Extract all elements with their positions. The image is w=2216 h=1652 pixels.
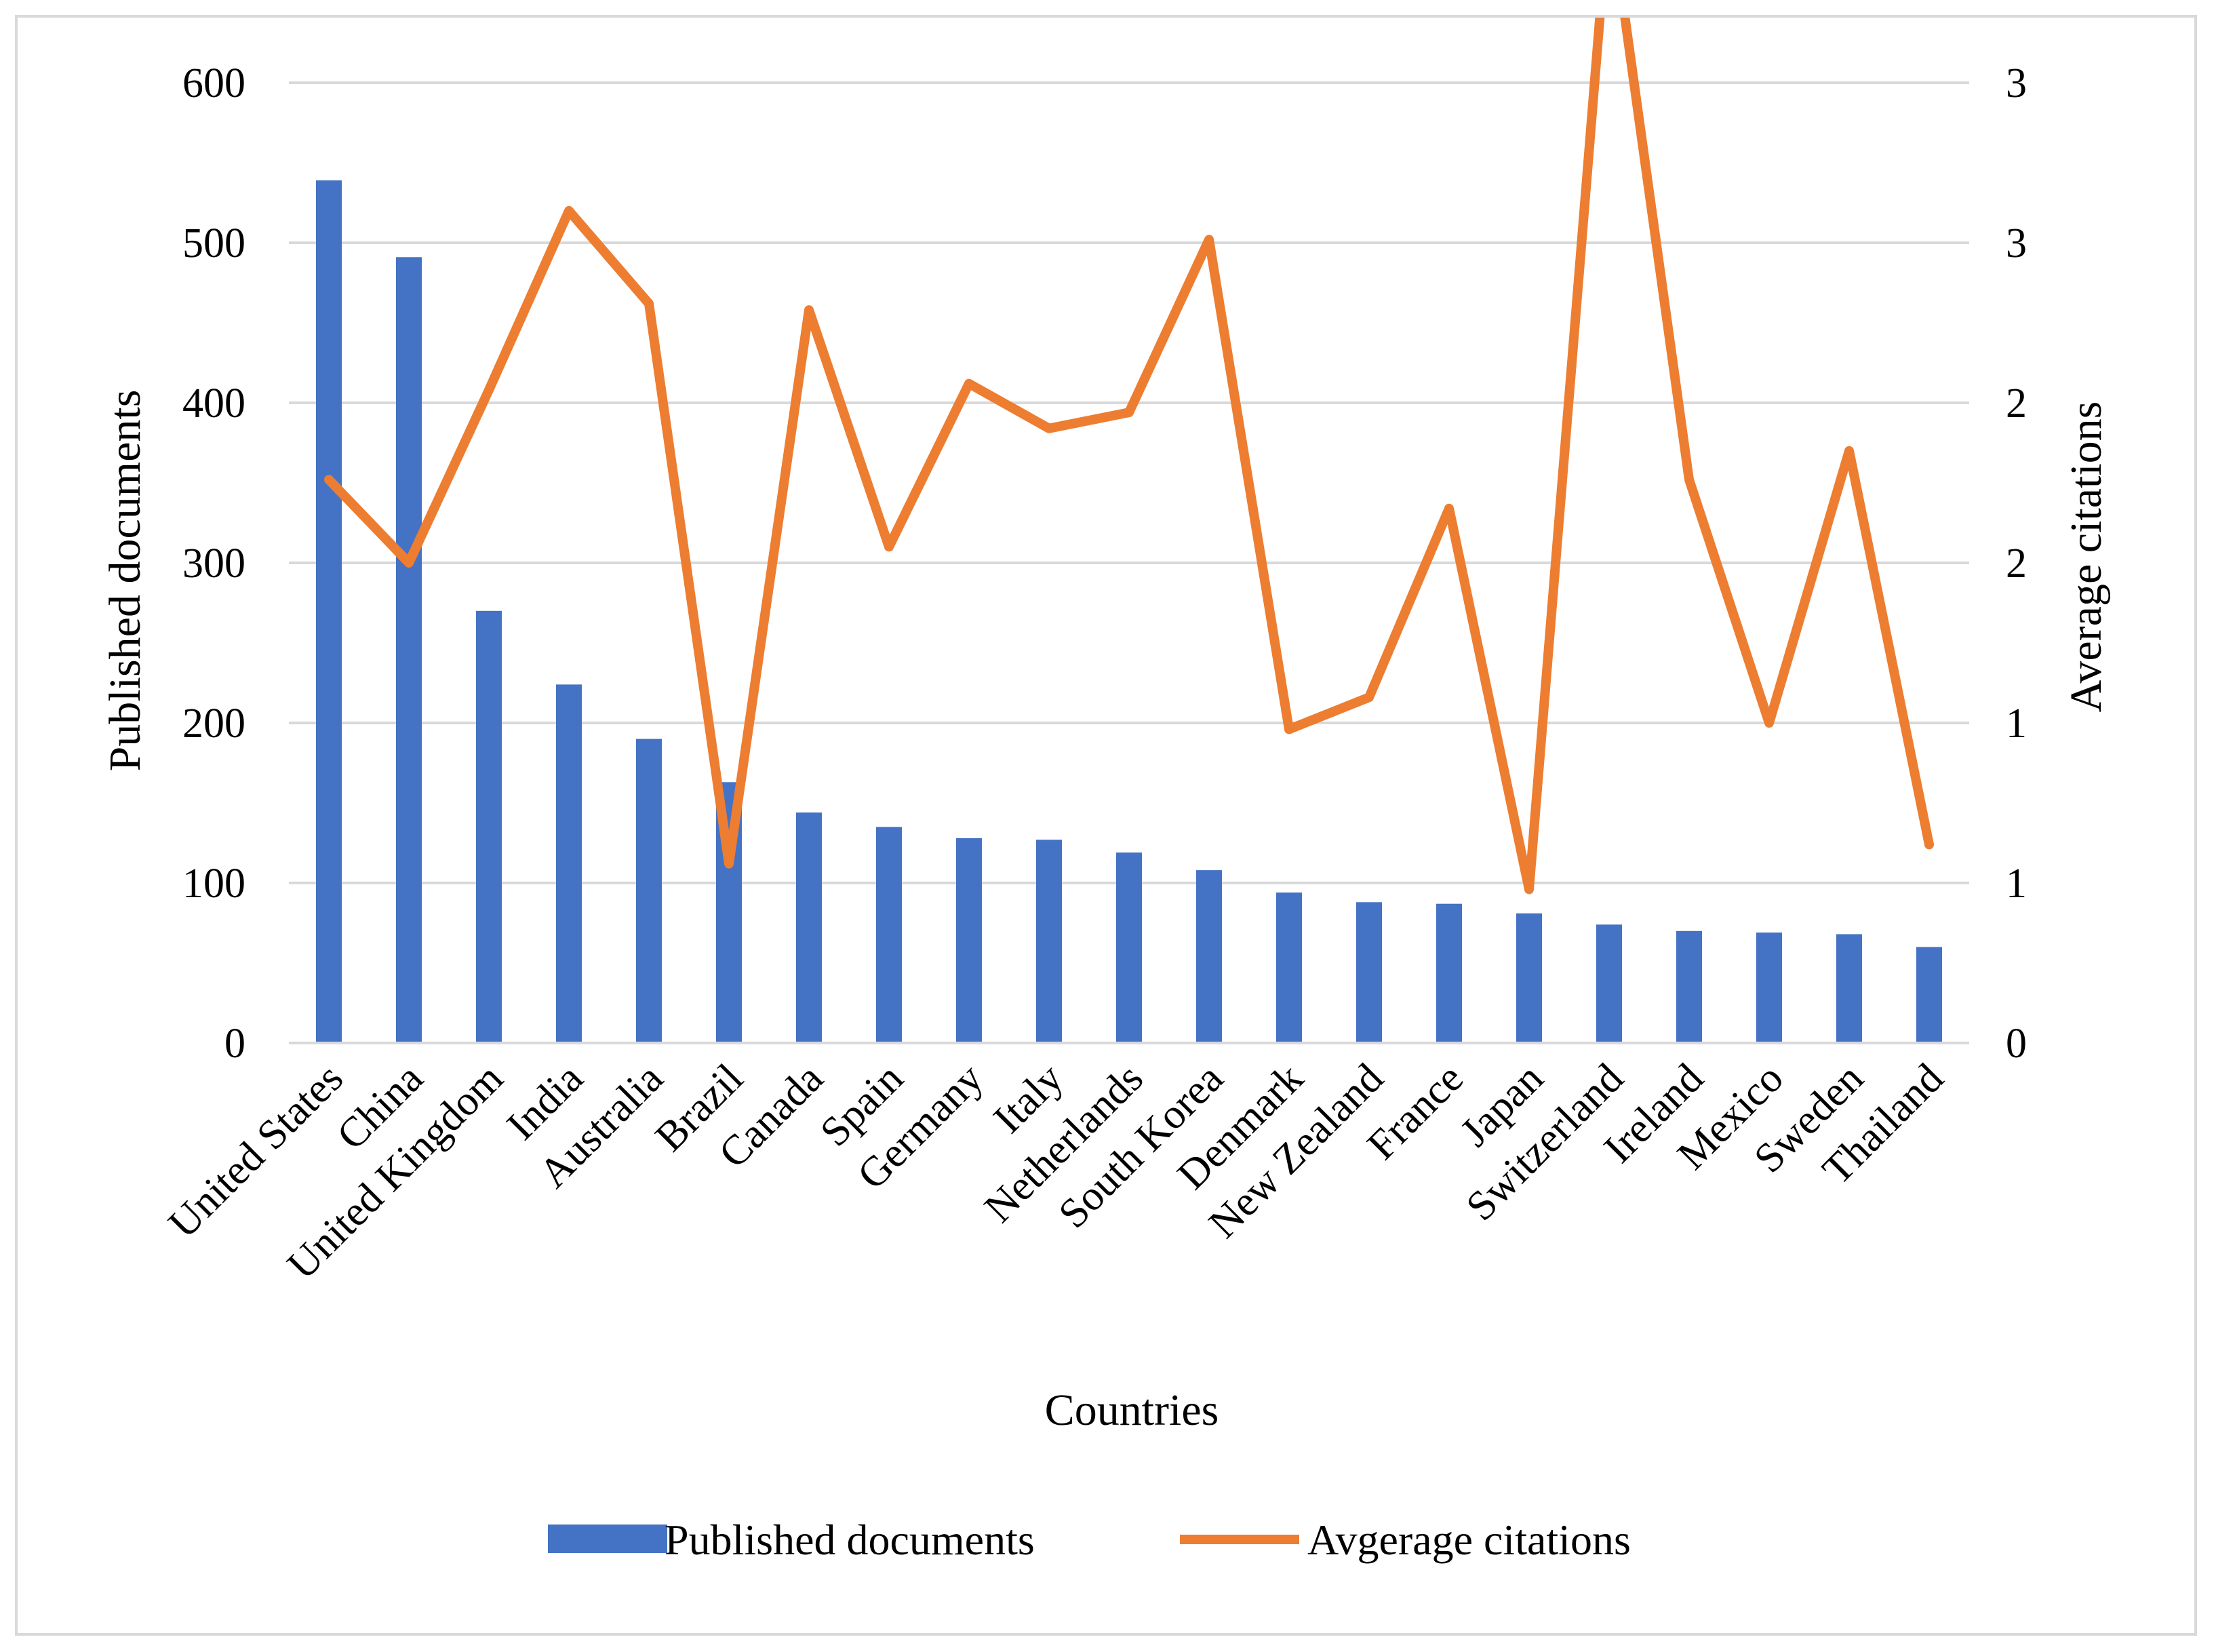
right-tick-label: 3 — [2006, 60, 2027, 106]
line-point — [1528, 888, 1530, 890]
left-tick-label: 200 — [182, 701, 245, 747]
line-point — [1208, 239, 1210, 241]
bar — [1276, 892, 1302, 1043]
line-point — [728, 863, 730, 865]
left-tick-label: 300 — [182, 540, 245, 587]
line-point — [1368, 696, 1370, 699]
bar — [1516, 913, 1542, 1043]
legend-label-line: Avgerage citations — [1307, 1516, 1631, 1564]
bar — [636, 739, 662, 1043]
bar — [1596, 924, 1622, 1043]
gridlines — [289, 81, 1969, 884]
line-point — [408, 562, 410, 564]
left-tick-label: 400 — [182, 380, 245, 427]
bar — [556, 684, 582, 1043]
legend: Published documents Avgerage citations — [548, 1516, 1631, 1564]
line-series — [324, 18, 1934, 894]
x-axis-title: Countries — [1045, 1385, 1219, 1435]
bar — [1436, 903, 1462, 1043]
line-point — [968, 382, 970, 385]
line-point — [1768, 722, 1770, 724]
right-tick-label: 0 — [2006, 1021, 2027, 1067]
bar-series — [316, 180, 1942, 1044]
bar — [1036, 840, 1062, 1043]
line-point — [1848, 450, 1850, 452]
right-tick-label: 3 — [2006, 220, 2027, 267]
left-tick-label: 500 — [182, 220, 245, 267]
bar — [316, 180, 342, 1044]
bar — [476, 610, 502, 1043]
bar — [1676, 930, 1702, 1043]
line-point — [808, 309, 810, 311]
right-axis-ticks: 0 1 1 2 2 3 3 — [2006, 60, 2027, 1067]
bar — [1116, 852, 1142, 1043]
line-point — [648, 302, 650, 304]
line-point — [1448, 507, 1450, 509]
right-axis-title: Average citations — [2061, 401, 2111, 713]
left-tick-label: 0 — [224, 1021, 245, 1067]
bar — [1196, 870, 1222, 1043]
left-tick-label: 600 — [182, 60, 245, 106]
line-point — [1048, 427, 1050, 429]
line-point — [328, 479, 330, 481]
right-tick-label: 1 — [2006, 861, 2027, 907]
bar — [396, 257, 422, 1043]
line-point — [1128, 412, 1130, 414]
bar — [796, 812, 822, 1043]
line-point — [1928, 844, 1930, 846]
bar — [1356, 902, 1382, 1043]
line-point — [1688, 479, 1690, 481]
right-tick-label: 2 — [2006, 540, 2027, 587]
combo-chart: 0 100 200 300 400 500 600 0 1 1 2 2 3 3 United State… — [100, 18, 2111, 1564]
left-tick-label: 100 — [182, 861, 245, 907]
bar — [876, 827, 902, 1043]
right-tick-label: 1 — [2006, 701, 2027, 747]
line-point — [568, 210, 570, 212]
line-point — [1288, 728, 1290, 730]
left-axis-title: Published documents — [100, 390, 150, 772]
line-point — [488, 389, 490, 391]
line-point — [888, 546, 890, 548]
bar — [1916, 947, 1942, 1043]
legend-swatch-bar — [548, 1525, 667, 1553]
bar — [1836, 934, 1862, 1043]
left-axis-ticks: 0 100 200 300 400 500 600 — [182, 60, 245, 1067]
chart-frame: 0 100 200 300 400 500 600 0 1 1 2 2 3 3 United State… — [15, 15, 2197, 1636]
legend-label-bar: Published documents — [665, 1516, 1035, 1564]
bar — [956, 838, 982, 1043]
right-tick-label: 2 — [2006, 380, 2027, 427]
bar — [1756, 932, 1782, 1043]
